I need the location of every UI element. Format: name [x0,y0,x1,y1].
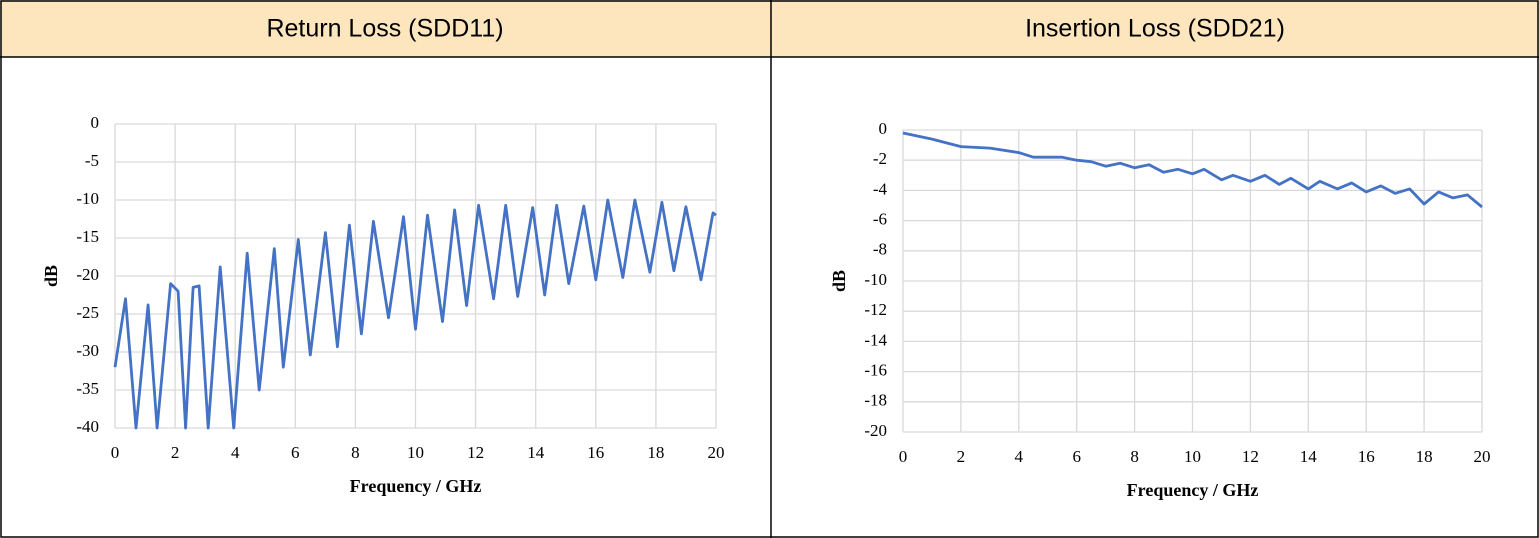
x-tick-label: 0 [899,447,908,466]
y-tick-label: -6 [873,210,887,229]
data-line [902,131,1483,209]
x-tick-label: 2 [957,447,966,466]
x-tick-label: 8 [351,443,360,462]
x-tick-label: 10 [1184,447,1201,466]
y-tick-label: -18 [864,391,887,410]
y-tick-label: -16 [864,361,887,380]
y-tick-label: -35 [76,379,99,398]
y-tick-label: 0 [91,113,100,132]
x-tick-label: 6 [1072,447,1081,466]
y-tick-label: -10 [76,189,99,208]
x-tick-label: 12 [467,443,484,462]
x-axis-title: Frequency / GHz [1127,480,1259,500]
y-tick-label: -20 [864,421,887,440]
y-tick-label: -40 [76,417,99,436]
x-tick-label: 20 [1474,447,1491,466]
header-title: Return Loss (SDD11) [266,15,503,43]
x-tick-label: 8 [1130,447,1139,466]
x-tick-label: 12 [1242,447,1259,466]
x-tick-label: 18 [1416,447,1433,466]
y-tick-label: -8 [873,240,887,259]
x-axis-title: Frequency / GHz [350,476,482,496]
y-tick-label: -25 [76,303,99,322]
y-tick-label: -2 [873,149,887,168]
x-tick-label: 20 [708,443,725,462]
y-tick-label: -14 [864,330,887,349]
x-tick-label: 16 [587,443,604,462]
data-line [113,198,717,430]
header-title: Insertion Loss (SDD21) [1025,15,1285,43]
x-tick-label: 18 [647,443,664,462]
x-tick-label: 16 [1358,447,1375,466]
x-tick-label: 4 [231,443,240,462]
y-tick-label: -10 [864,270,887,289]
x-tick-label: 14 [1300,447,1318,466]
x-tick-label: 6 [291,443,300,462]
x-tick-label: 10 [407,443,424,462]
y-axis-title: dB [829,270,849,292]
y-tick-label: -30 [76,341,99,360]
y-tick-label: -5 [85,151,99,170]
x-tick-label: 0 [111,443,120,462]
x-tick-label: 14 [527,443,545,462]
x-tick-label: 2 [171,443,180,462]
y-tick-label: 0 [879,119,888,138]
y-tick-label: -20 [76,265,99,284]
y-tick-label: -15 [76,227,99,246]
x-tick-label: 4 [1015,447,1024,466]
y-axis-title: dB [41,265,61,287]
y-tick-label: -12 [864,300,887,319]
header-row [0,0,1539,57]
y-tick-label: -4 [873,179,888,198]
